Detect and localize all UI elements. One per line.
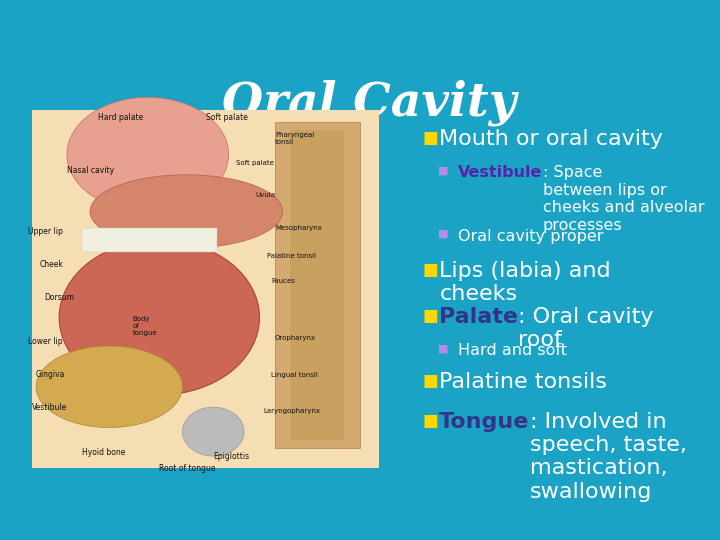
Text: Nasal cavity: Nasal cavity: [67, 166, 114, 175]
Text: ■: ■: [438, 229, 448, 239]
Ellipse shape: [67, 97, 229, 212]
Text: Upper lip: Upper lip: [28, 227, 63, 237]
Bar: [32, 110, 379, 468]
Text: Soft palate: Soft palate: [206, 113, 248, 122]
Text: Mouth or oral cavity: Mouth or oral cavity: [439, 129, 663, 149]
Text: Hard and soft: Hard and soft: [458, 343, 567, 359]
Text: ■: ■: [438, 343, 448, 353]
Text: ■: ■: [423, 129, 438, 147]
Text: Pharyngeal
tonsil: Pharyngeal tonsil: [275, 132, 314, 145]
Text: Palatine tonsils: Palatine tonsils: [439, 372, 607, 392]
Ellipse shape: [36, 346, 182, 428]
Text: Soft palate: Soft palate: [236, 159, 274, 166]
Text: Oral Cavity: Oral Cavity: [222, 79, 516, 126]
Text: Oropharynx: Oropharynx: [275, 335, 316, 341]
Text: Lips (labia) and
cheeks: Lips (labia) and cheeks: [439, 261, 611, 304]
Text: Gingiva: Gingiva: [36, 370, 66, 379]
Text: Fauces: Fauces: [271, 278, 295, 284]
Text: Root of tongue: Root of tongue: [159, 464, 216, 473]
Text: Tongue: Tongue: [439, 412, 530, 432]
Text: Lower lip: Lower lip: [28, 338, 63, 347]
Text: Dorsum: Dorsum: [44, 293, 73, 301]
Text: : Involved in
speech, taste,
mastication,
swallowing: : Involved in speech, taste, mastication…: [530, 412, 687, 502]
Text: : Space
between lips or
cheeks and alveolar
processes: : Space between lips or cheeks and alveo…: [543, 165, 704, 233]
Text: ■: ■: [423, 372, 438, 390]
Text: Vestibule: Vestibule: [458, 165, 543, 180]
Text: ■: ■: [423, 412, 438, 430]
Text: Hyoid bone: Hyoid bone: [82, 448, 126, 456]
Text: ■: ■: [423, 261, 438, 279]
Text: Epiglottis: Epiglottis: [213, 451, 249, 461]
Text: ■: ■: [423, 307, 438, 325]
Text: Palatine tonsil: Palatine tonsil: [267, 253, 316, 259]
Bar: [275, 122, 360, 448]
Ellipse shape: [59, 240, 259, 395]
Text: Vestibule: Vestibule: [32, 403, 68, 411]
Text: Laryngopharynx: Laryngopharynx: [264, 408, 320, 414]
Text: Hard palate: Hard palate: [98, 113, 143, 122]
Text: Uvula: Uvula: [256, 192, 276, 198]
Text: Palate: Palate: [439, 307, 518, 327]
Text: Body
of
tongue: Body of tongue: [132, 315, 157, 336]
Bar: [290, 130, 344, 440]
Text: Cheek: Cheek: [40, 260, 64, 269]
Text: Oral cavity proper: Oral cavity proper: [458, 229, 604, 244]
Text: : Oral cavity
roof: : Oral cavity roof: [518, 307, 654, 350]
Bar: [82, 228, 217, 252]
Text: ■: ■: [438, 165, 448, 176]
Text: Mesopharynx: Mesopharynx: [275, 225, 322, 231]
Ellipse shape: [182, 407, 244, 456]
Text: Lingual tonsil: Lingual tonsil: [271, 372, 318, 377]
Ellipse shape: [90, 175, 283, 248]
